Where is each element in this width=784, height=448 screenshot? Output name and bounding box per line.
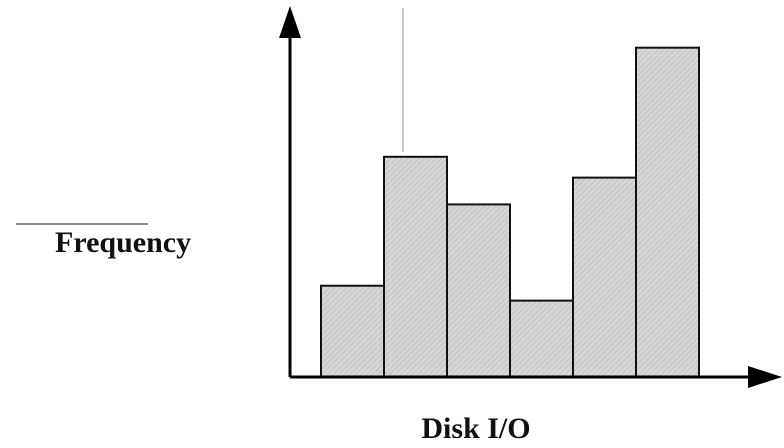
x-axis-arrow-icon <box>748 366 782 388</box>
bars-group <box>320 46 700 379</box>
bar-1 <box>320 284 385 378</box>
bar-6 <box>635 46 700 378</box>
bar-5 <box>572 176 637 378</box>
y-axis-label: Frequency <box>55 226 191 259</box>
x-axis-label: Disk I/O <box>421 412 530 445</box>
bar-4 <box>509 299 574 379</box>
bar-2 <box>383 155 448 378</box>
bar-3 <box>446 203 511 378</box>
y-axis-arrow-icon <box>279 6 301 38</box>
